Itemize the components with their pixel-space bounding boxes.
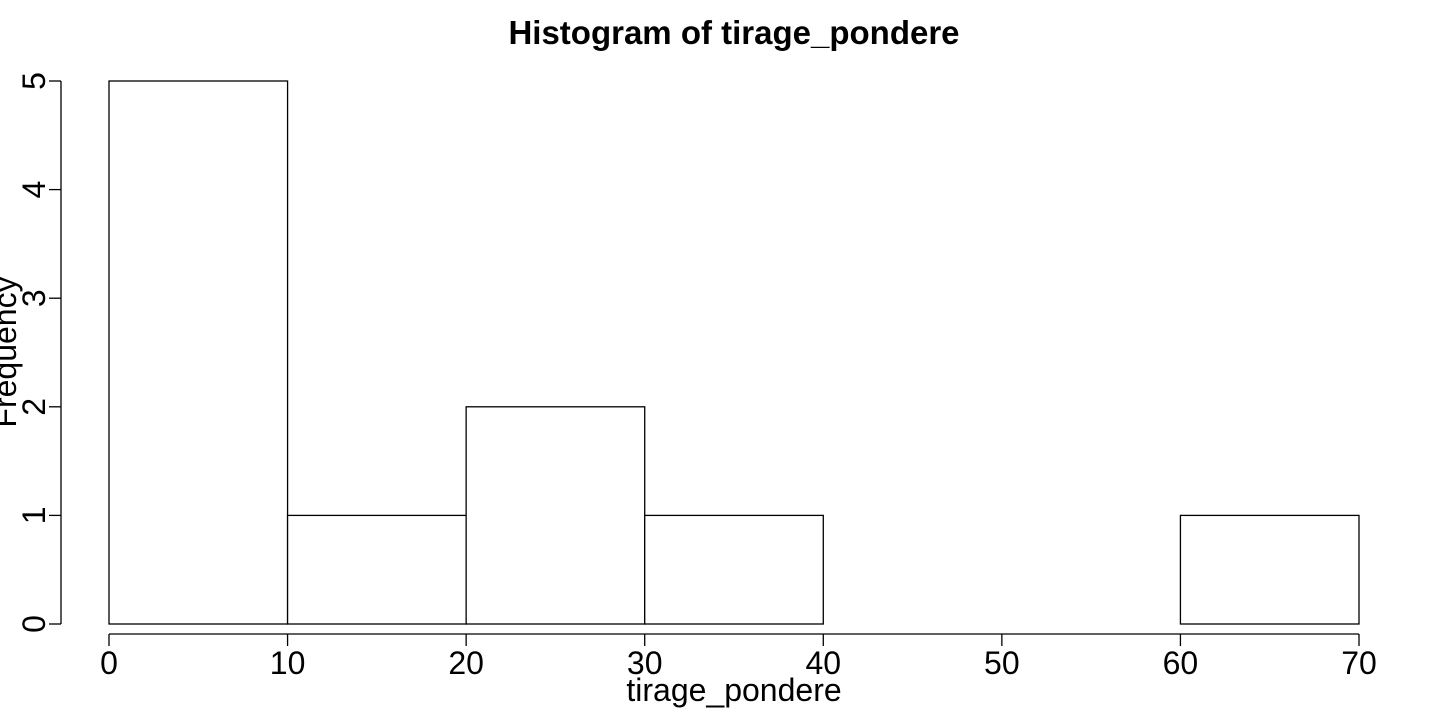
histogram-bar-30-40 xyxy=(644,514,824,625)
y-tick-label: 4 xyxy=(16,181,52,199)
y-tick-label: 0 xyxy=(16,615,52,633)
x-axis: 0 10 20 30 40 50 60 70 xyxy=(100,633,1377,681)
y-axis-label: Frequency xyxy=(0,276,23,427)
x-tick-label: 70 xyxy=(1341,645,1377,681)
chart-title: Histogram of tirage_pondere xyxy=(508,14,959,51)
histogram-bar-10-20 xyxy=(286,514,467,625)
x-tick-label: 60 xyxy=(1163,645,1199,681)
histogram-bar-0-10 xyxy=(108,80,289,625)
x-axis-label: tirage_pondere xyxy=(626,672,841,708)
y-tick-label: 2 xyxy=(16,398,52,416)
x-tick-label: 50 xyxy=(984,645,1020,681)
x-tick-label: 10 xyxy=(270,645,306,681)
histogram-bar-20-30 xyxy=(465,406,646,625)
histogram-bar-60-70 xyxy=(1179,514,1360,625)
y-tick-label: 3 xyxy=(16,289,52,307)
x-tick-label: 0 xyxy=(100,645,118,681)
x-tick-label: 30 xyxy=(627,645,663,681)
x-tick-label: 40 xyxy=(805,645,841,681)
x-tick-label: 20 xyxy=(448,645,484,681)
y-tick-label: 1 xyxy=(16,507,52,525)
y-tick-label: 5 xyxy=(16,72,52,90)
y-axis: 0 1 2 3 4 5 xyxy=(16,72,62,633)
bars-group xyxy=(108,80,1360,625)
